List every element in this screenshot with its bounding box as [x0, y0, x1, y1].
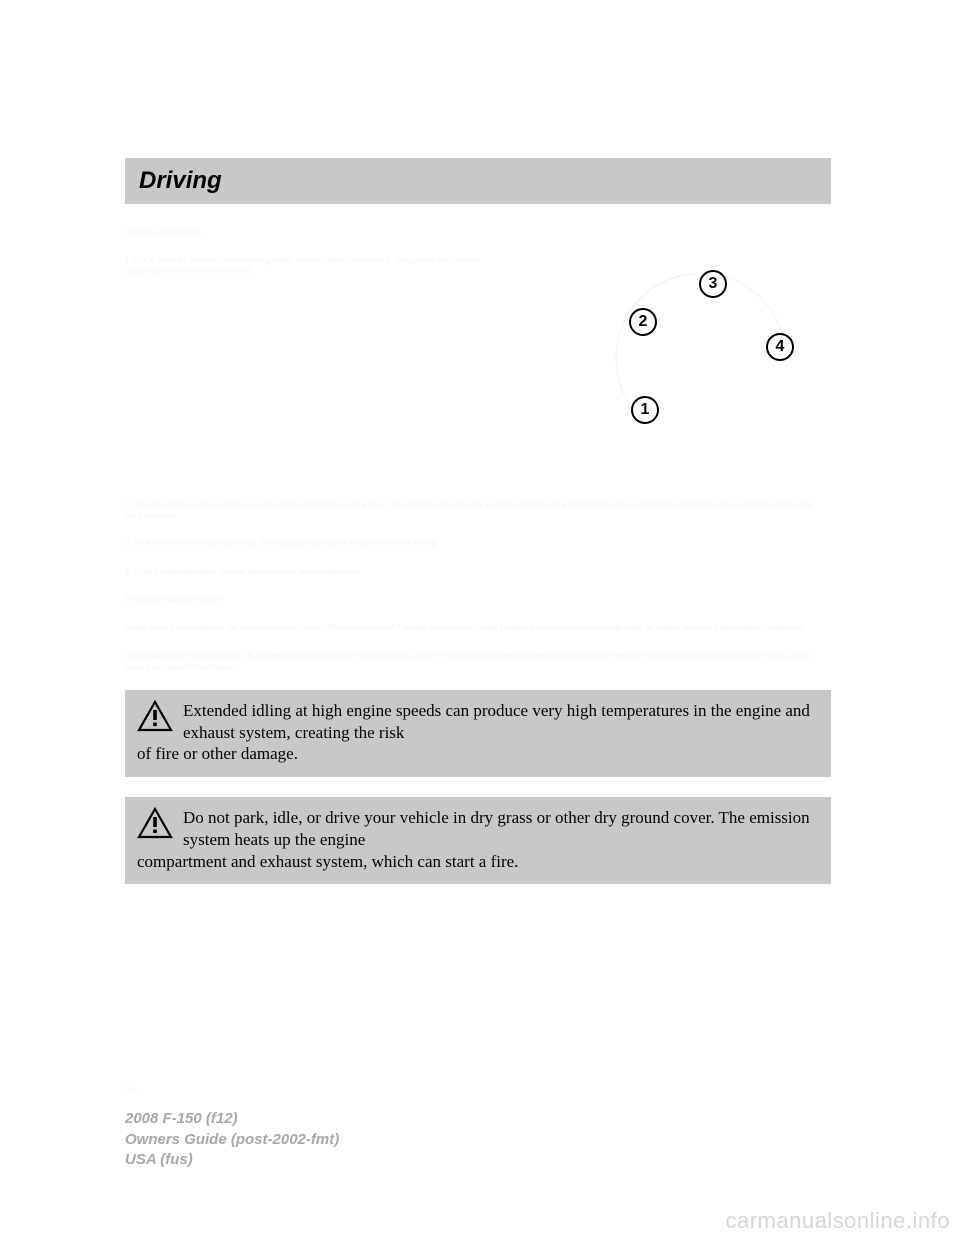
item-3: 3. RUN, all electrical circuits operatio… — [125, 538, 831, 548]
diagram-label-1: 1 — [631, 396, 659, 424]
watermark: carmanualsonline.info — [725, 1208, 950, 1234]
footer-line3: USA (fus) — [125, 1150, 339, 1170]
warning-2-text: Do not park, idle, or drive your vehicle… — [183, 807, 819, 851]
warning-inner-1: Extended idling at high engine speeds ca… — [137, 700, 819, 744]
intro-row: Positions of the ignition 1. LOCK, locks… — [125, 228, 831, 488]
warning-icon — [137, 700, 173, 732]
intro-text-column: Positions of the ignition 1. LOCK, locks… — [125, 228, 491, 488]
warning-1-text: Extended idling at high engine speeds ca… — [183, 700, 819, 744]
warning-icon — [137, 807, 173, 839]
page-number: 218 — [125, 1085, 137, 1094]
intro-item1: 1. LOCK, locks the automatic transmissio… — [125, 256, 491, 276]
diagram-column: 1 2 3 4 — [511, 228, 831, 488]
section-title: Driving — [139, 167, 222, 195]
footer-line1: 2008 F-150 (f12) — [125, 1109, 339, 1129]
content-area: Driving Positions of the ignition 1. LOC… — [125, 158, 831, 904]
ignition-diagram: 1 2 3 4 — [521, 228, 821, 488]
item-2: 2. OFF, shuts off the engine and all acc… — [125, 500, 831, 520]
footer-line2: Owners Guide (post-2002-fmt) — [125, 1130, 339, 1150]
item-4: 4. START, cranks the engine. Release the… — [125, 567, 831, 577]
warning-inner-2: Do not park, idle, or drive your vehicle… — [137, 807, 819, 851]
warning-box-1: Extended idling at high engine speeds ca… — [125, 690, 831, 777]
section-header: Driving — [125, 158, 831, 204]
warning-2-cont: compartment and exhaust system, which ca… — [137, 851, 819, 873]
intro-line1: Positions of the ignition — [125, 228, 491, 238]
diagram-label-3: 3 — [699, 270, 727, 298]
footer: 2008 F-150 (f12) Owners Guide (post-2002… — [125, 1109, 339, 1170]
diagram-label-4: 4 — [766, 333, 794, 361]
prep-heading: Preparing to start your vehicle — [125, 595, 831, 605]
warning-1-cont: of fire or other damage. — [137, 743, 819, 765]
warning-box-2: Do not park, idle, or drive your vehicle… — [125, 797, 831, 884]
page: Driving Positions of the ignition 1. LOC… — [0, 0, 960, 1242]
prep-body2: When starting a fuel-injected engine, do… — [125, 651, 831, 671]
diagram-label-2: 2 — [629, 308, 657, 336]
prep-body: Engine starting is controlled by the pow… — [125, 623, 831, 633]
